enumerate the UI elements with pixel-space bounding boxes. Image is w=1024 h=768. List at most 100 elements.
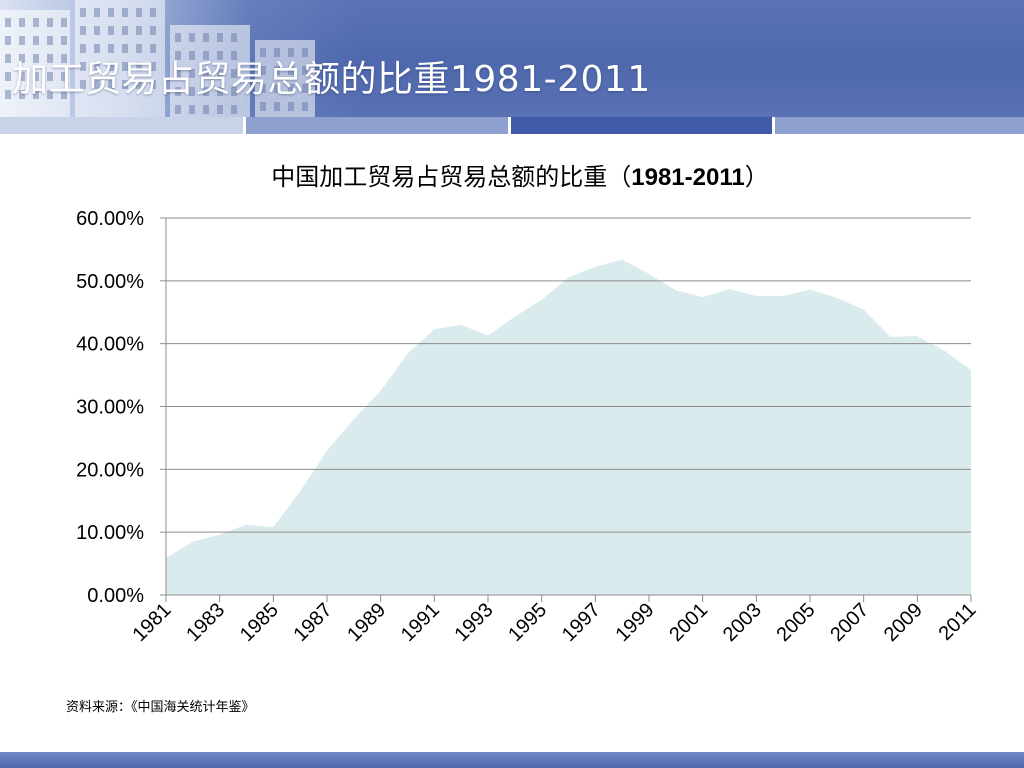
building-window bbox=[122, 8, 128, 17]
building-window bbox=[33, 36, 39, 45]
slide-header: 加工贸易占贸易总额的比重1981-2011 bbox=[0, 0, 1024, 117]
building-window bbox=[108, 8, 114, 17]
footer-bar bbox=[0, 752, 1024, 768]
chart-title: 中国加工贸易占贸易总额的比重（1981-2011） bbox=[0, 157, 1024, 192]
building-window bbox=[80, 62, 86, 71]
building-window bbox=[122, 80, 128, 89]
building-window bbox=[94, 62, 100, 71]
y-tick-label: 60.00% bbox=[76, 208, 144, 230]
building-window bbox=[108, 26, 114, 35]
x-tick-label: 2009 bbox=[880, 599, 927, 646]
building-window bbox=[203, 87, 209, 96]
header-building-photo bbox=[0, 0, 360, 117]
data-source-note: 资料来源：《中国海关统计年鉴》 bbox=[66, 700, 255, 715]
building-window bbox=[94, 80, 100, 89]
header-band-2 bbox=[246, 117, 508, 134]
building-window bbox=[136, 44, 142, 53]
building-window bbox=[122, 26, 128, 35]
building-window bbox=[19, 72, 25, 81]
building-window bbox=[80, 26, 86, 35]
area-series bbox=[166, 259, 971, 595]
building-window bbox=[175, 33, 181, 42]
x-tick-label: 1995 bbox=[504, 599, 551, 646]
building-window bbox=[94, 26, 100, 35]
x-tick-label: 2005 bbox=[773, 599, 820, 646]
building-window bbox=[189, 69, 195, 78]
building-window bbox=[122, 62, 128, 71]
building-window bbox=[33, 54, 39, 63]
header-building bbox=[0, 10, 70, 117]
building-window bbox=[175, 87, 181, 96]
y-tick-label: 0.00% bbox=[87, 585, 144, 607]
building-window bbox=[288, 66, 294, 75]
building-window bbox=[288, 102, 294, 111]
building-window bbox=[203, 33, 209, 42]
building-window bbox=[260, 84, 266, 93]
building-window bbox=[136, 26, 142, 35]
building-window bbox=[108, 44, 114, 53]
building-window bbox=[108, 62, 114, 71]
building-window bbox=[94, 8, 100, 17]
x-tick-label: 1985 bbox=[236, 599, 283, 646]
building-window bbox=[108, 80, 114, 89]
building-window bbox=[19, 54, 25, 63]
building-window bbox=[260, 48, 266, 57]
building-window bbox=[80, 80, 86, 89]
building-window bbox=[189, 87, 195, 96]
building-window bbox=[217, 105, 223, 114]
building-window bbox=[61, 18, 67, 27]
building-window bbox=[302, 102, 308, 111]
building-window bbox=[217, 51, 223, 60]
building-window bbox=[47, 18, 53, 27]
building-window bbox=[274, 102, 280, 111]
x-tick-label: 2003 bbox=[719, 599, 766, 646]
x-tick-label: 1983 bbox=[182, 599, 229, 646]
building-window bbox=[47, 72, 53, 81]
slide-title: 加工贸易占贸易总额的比重1981-2011 bbox=[12, 59, 651, 100]
building-window bbox=[175, 105, 181, 114]
header-building bbox=[255, 40, 315, 117]
building-window bbox=[203, 69, 209, 78]
building-window bbox=[61, 36, 67, 45]
y-tick-label: 40.00% bbox=[76, 334, 144, 356]
building-window bbox=[19, 90, 25, 99]
building-window bbox=[33, 90, 39, 99]
building-window bbox=[203, 51, 209, 60]
x-tick-label: 2007 bbox=[826, 599, 873, 646]
building-window bbox=[231, 69, 237, 78]
y-tick-label: 30.00% bbox=[76, 397, 144, 419]
building-window bbox=[189, 51, 195, 60]
building-window bbox=[33, 18, 39, 27]
building-window bbox=[47, 54, 53, 63]
building-window bbox=[175, 51, 181, 60]
building-window bbox=[203, 105, 209, 114]
chart-title-suffix: ） bbox=[744, 163, 769, 191]
building-window bbox=[288, 48, 294, 57]
building-window bbox=[274, 66, 280, 75]
building-window bbox=[274, 48, 280, 57]
chart-title-years: 1981-2011 bbox=[631, 164, 745, 191]
building-window bbox=[5, 36, 11, 45]
building-window bbox=[19, 18, 25, 27]
x-tick-label: 2011 bbox=[935, 599, 981, 645]
header-band-3 bbox=[511, 117, 772, 134]
x-tick-label: 2001 bbox=[665, 599, 712, 646]
header-band-1 bbox=[0, 117, 243, 134]
building-window bbox=[33, 72, 39, 81]
building-window bbox=[61, 54, 67, 63]
building-window bbox=[47, 36, 53, 45]
chart-title-prefix: 中国加工贸易占贸易总额的比重（ bbox=[271, 163, 632, 191]
building-window bbox=[150, 8, 156, 17]
y-tick-label: 10.00% bbox=[76, 522, 144, 544]
building-window bbox=[302, 66, 308, 75]
header-band-4 bbox=[775, 117, 1024, 134]
building-window bbox=[61, 90, 67, 99]
building-window bbox=[217, 87, 223, 96]
building-window bbox=[189, 33, 195, 42]
building-window bbox=[231, 33, 237, 42]
building-window bbox=[122, 44, 128, 53]
building-window bbox=[175, 69, 181, 78]
building-window bbox=[260, 102, 266, 111]
building-window bbox=[136, 62, 142, 71]
